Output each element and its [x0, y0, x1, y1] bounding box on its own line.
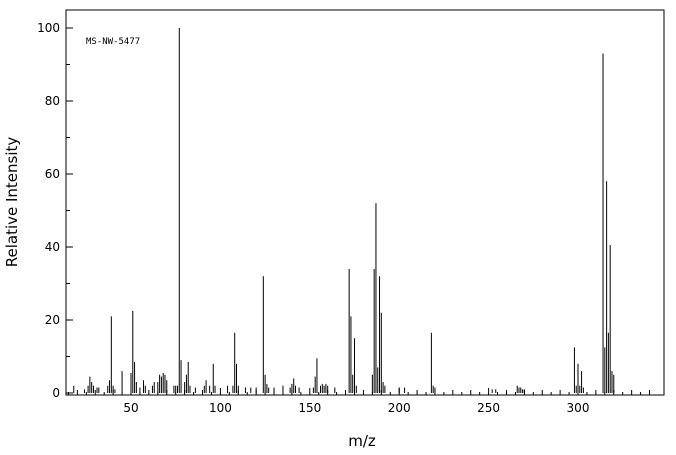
spectrum-peaks — [73, 28, 615, 393]
y-axis-ticks: 0 20 40 60 80 100 — [37, 21, 73, 400]
x-axis-ticks: 50 100 150 200 250 300 — [67, 388, 651, 415]
spectrum-id-annotation: MS-NW-5477 — [86, 37, 140, 47]
y-axis-title: Relative Intensity — [3, 137, 21, 268]
y-tick-label: 100 — [37, 21, 60, 35]
y-tick-label: 60 — [45, 167, 60, 181]
x-tick-label: 200 — [388, 401, 411, 415]
x-tick-label: 100 — [209, 401, 232, 415]
plot-frame — [65, 9, 665, 396]
x-axis-title: m/z — [348, 432, 376, 450]
y-tick-label: 0 — [52, 386, 60, 400]
x-tick-label: 150 — [298, 401, 321, 415]
x-tick-label: 300 — [567, 401, 590, 415]
x-tick-label: 50 — [123, 401, 138, 415]
y-tick-label: 80 — [45, 94, 60, 108]
y-tick-label: 20 — [45, 313, 60, 327]
x-tick-label: 250 — [477, 401, 500, 415]
y-tick-label: 40 — [45, 240, 60, 254]
